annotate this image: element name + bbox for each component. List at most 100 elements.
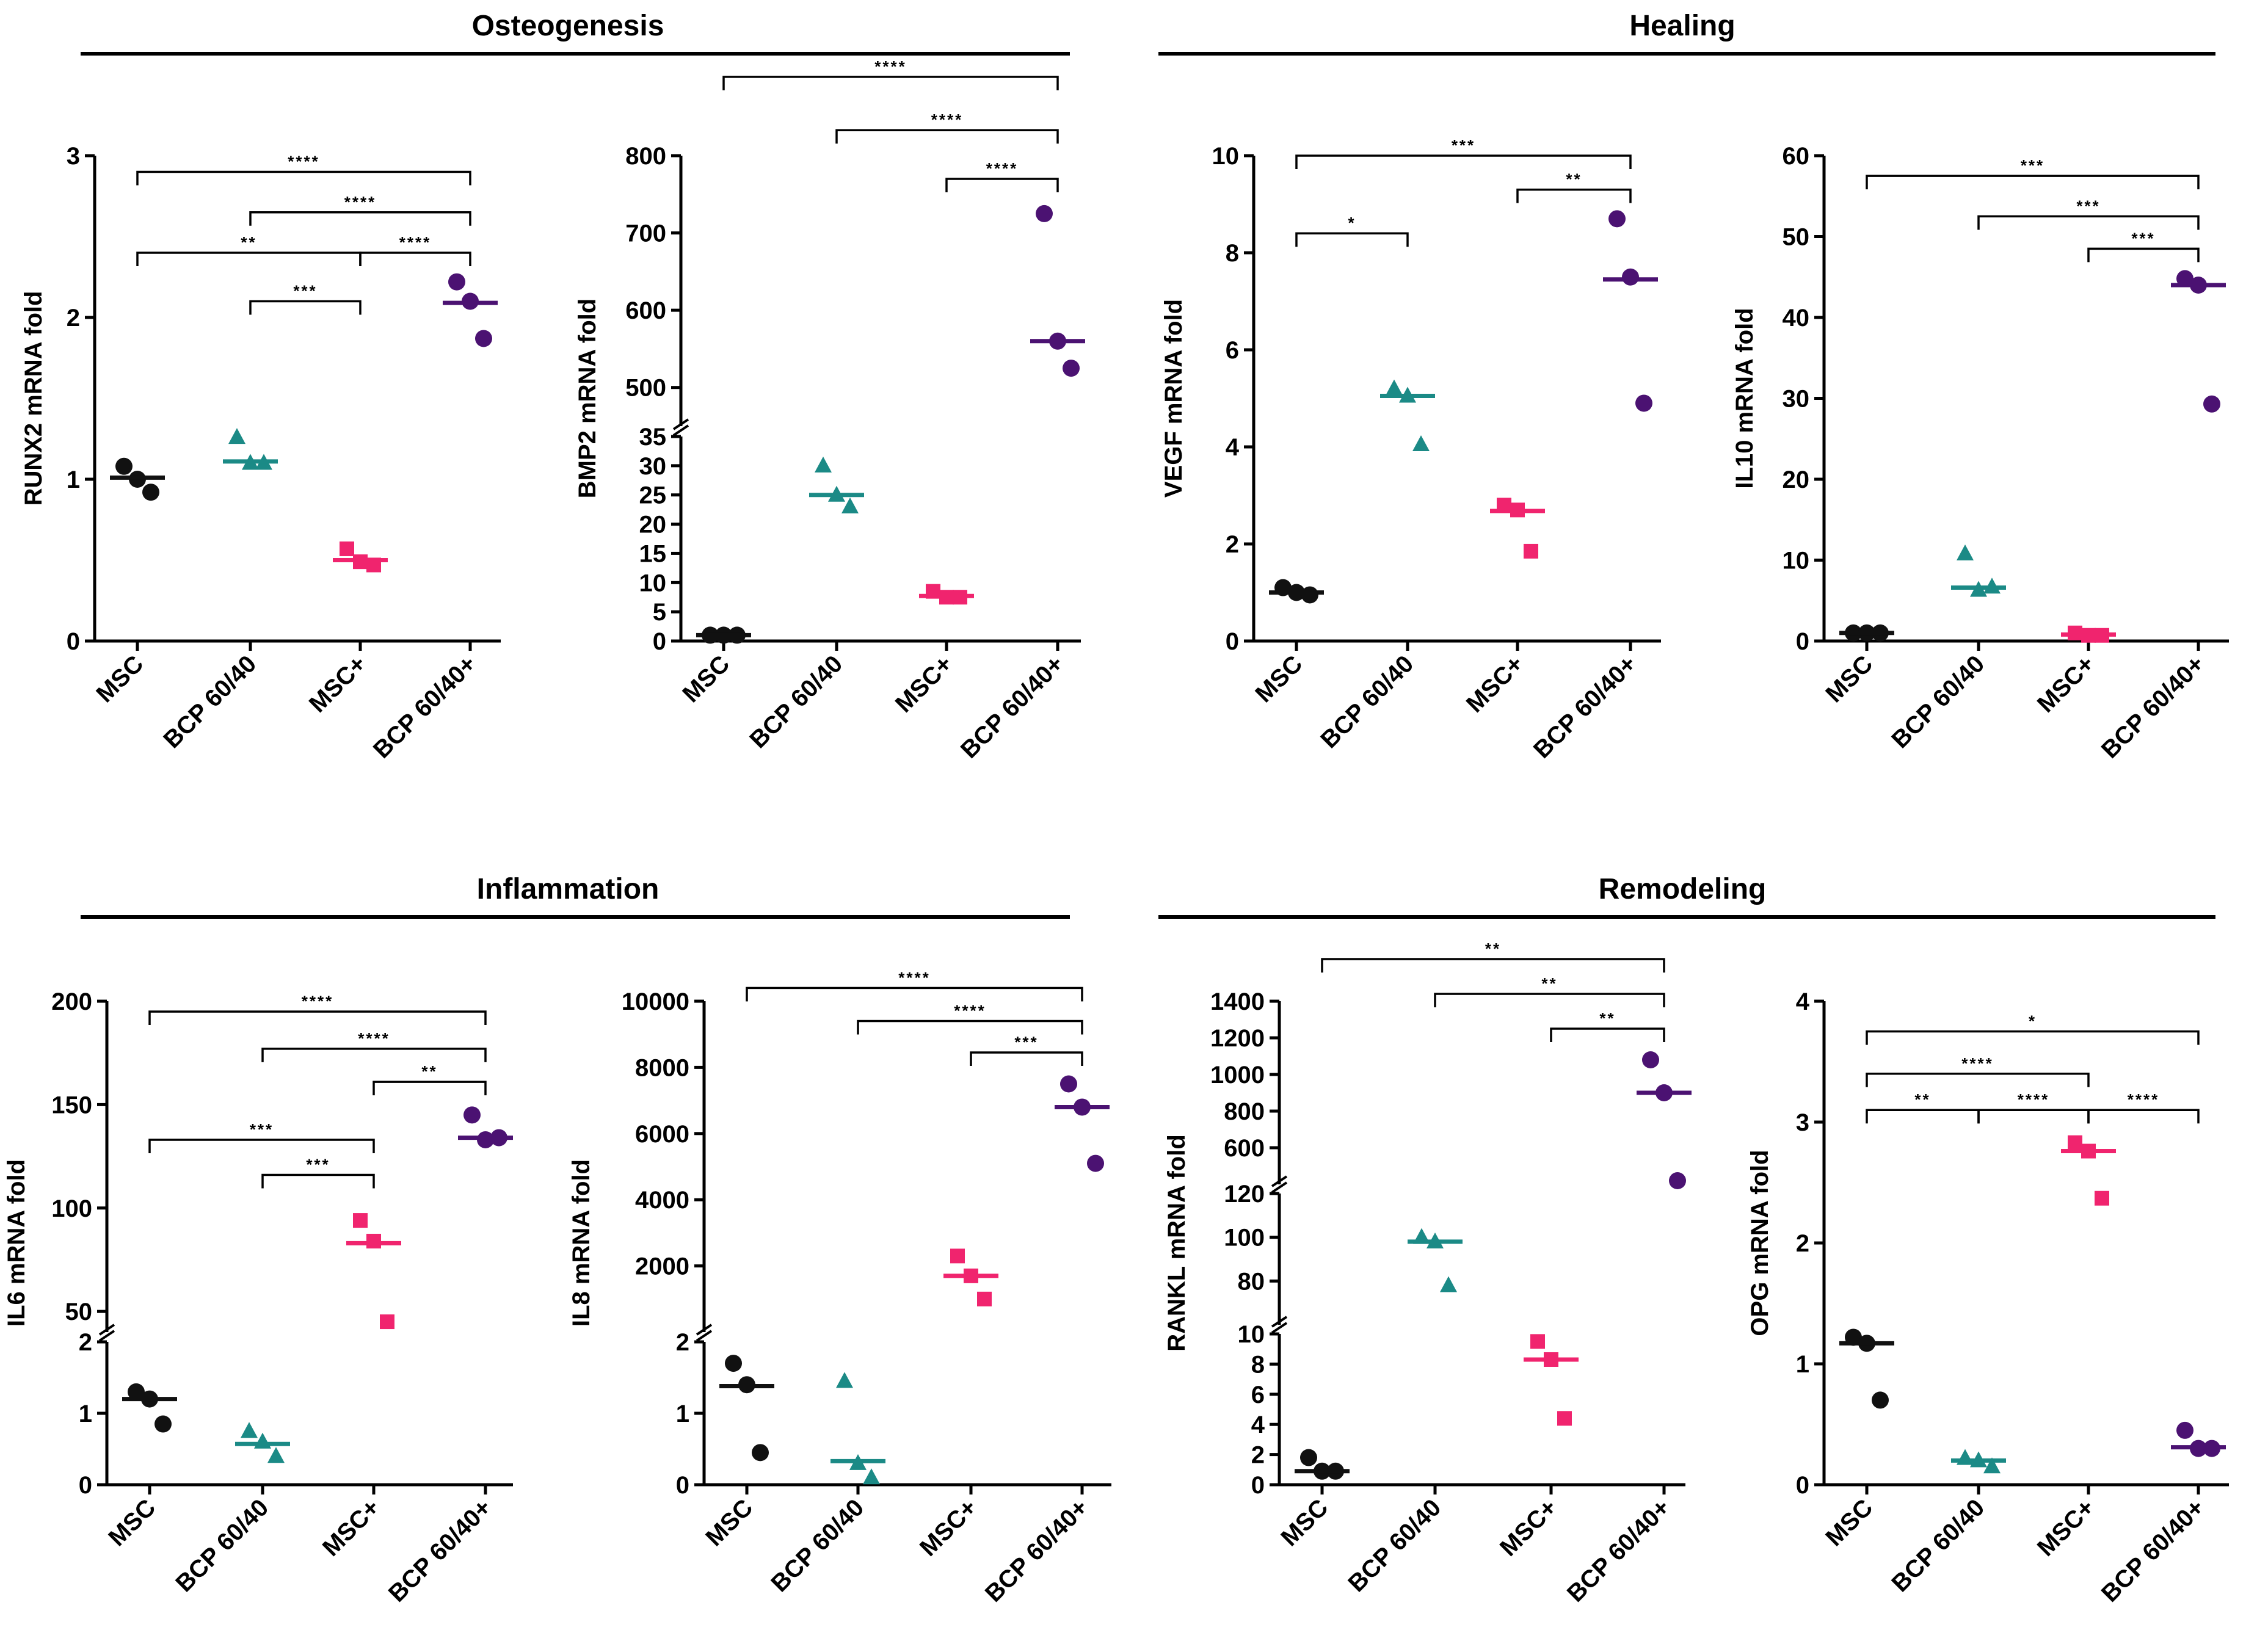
vegf-data-point: [1635, 394, 1652, 412]
il10-data-point: [2203, 395, 2220, 413]
rankl-y-tick-label: 0: [1251, 1472, 1265, 1499]
il6-significance-bracket: [261, 1048, 487, 1062]
il10-y-tick-label: 10: [1783, 548, 1810, 574]
il10-significance-bracket: [2087, 247, 2200, 263]
bmp2-significance-label: ****: [986, 159, 1018, 178]
section-remodeling: Remodeling: [1158, 873, 2215, 919]
il6-y-tick-label: 1: [79, 1400, 92, 1427]
opg-category-label: BCP 60/40: [1886, 1494, 1990, 1597]
il8-data-point: [725, 1355, 742, 1372]
runx2-y-tick-label: 3: [67, 143, 80, 170]
bmp2-y-tick-label: 35: [639, 424, 667, 451]
opg-y-tick-label: 2: [1796, 1230, 1809, 1257]
vegf-y-axis-label: VEGF mRNA fold: [1160, 299, 1187, 498]
vegf-y-tick-label: 8: [1226, 240, 1239, 267]
opg-y-axis-label: OPG mRNA fold: [1746, 1150, 1773, 1336]
bmp2-y-tick-label: 500: [625, 375, 666, 402]
rankl-data-point: [1300, 1449, 1317, 1466]
vegf-significance-label: ***: [1452, 136, 1475, 154]
runx2-significance-label: ****: [344, 193, 376, 211]
il8-y-tick-label: 8000: [635, 1054, 689, 1081]
il8-category-label: MSC: [700, 1494, 758, 1551]
bmp2-axis-break-mark: [672, 424, 689, 437]
bmp2-significance-label: ****: [931, 110, 963, 129]
runx2-category-label: MSC+: [304, 650, 371, 717]
il8-data-point: [863, 1468, 880, 1485]
vegf-category-label: BCP 60/40+: [1528, 650, 1641, 763]
chart-panel-vegf: 0 2 4 6 8 10 MSC BCP 60/40 MSC+ BCP 60/40+ VEGF mR…: [1160, 136, 1661, 764]
rankl-y-tick-label: 10: [1238, 1321, 1265, 1348]
il10-significance-label: ***: [2131, 229, 2155, 247]
opg-significance-label: ****: [1961, 1054, 1993, 1073]
runx2-y-tick-label: 0: [67, 628, 80, 655]
bmp2-y-axis-label: BMP2 mRNA fold: [574, 299, 601, 498]
opg-y-tick-label: 1: [1796, 1351, 1809, 1378]
opg-significance-bracket: [2087, 1109, 2200, 1124]
rankl-significance-label: **: [1599, 1009, 1615, 1027]
bmp2-significance-bracket: [945, 178, 1059, 192]
bmp2-y-tick-label: 700: [625, 220, 666, 247]
chart-panel-runx2: 0 1 2 3 MSC BCP 60/40 MSC+BCP 60/40+ RUNX2 mRNA…: [20, 143, 501, 764]
il10-significance-label: ***: [2076, 197, 2100, 215]
runx2-data-point: [142, 484, 159, 501]
opg-significance-label: ****: [2018, 1090, 2049, 1109]
runx2-category-label: MSC: [91, 650, 148, 708]
opg-data-point: [1872, 1391, 1889, 1409]
il6-category-label: BCP 60/40+: [383, 1494, 496, 1607]
vegf-data-point: [1608, 210, 1626, 228]
runx2-data-point: [228, 428, 245, 444]
il6-data-point: [241, 1422, 258, 1438]
il10-y-tick-label: 30: [1783, 386, 1810, 413]
rankl-axis-break-mark: [1271, 1181, 1288, 1194]
opg-data-point: [1983, 1457, 2001, 1474]
il8-data-point: [752, 1444, 769, 1462]
rankl-y-tick-label: 4: [1251, 1411, 1265, 1438]
opg-significance-label: ****: [2128, 1090, 2159, 1109]
il6-significance-label: ***: [250, 1120, 274, 1139]
il6-category-label: MSC+: [318, 1494, 385, 1561]
il8-data-point: [1087, 1154, 1104, 1172]
rankl-y-axis-label: RANKL mRNA fold: [1163, 1134, 1190, 1352]
opg-significance-bracket: [1866, 1073, 2090, 1087]
il6-significance-label: ****: [302, 992, 333, 1010]
rankl-data-point: [1530, 1334, 1545, 1349]
vegf-data-point: [1386, 379, 1403, 396]
il6-data-point: [353, 1213, 368, 1228]
il6-significance-bracket: [261, 1173, 375, 1189]
vegf-category-label: MSC+: [1461, 650, 1528, 717]
runx2-y-axis-label: RUNX2 mRNA fold: [20, 291, 47, 506]
bmp2-y-tick-label: 5: [653, 599, 666, 626]
runx2-y-tick-label: 2: [67, 305, 80, 331]
il6-significance-bracket: [148, 1139, 375, 1153]
il8-data-point: [977, 1291, 992, 1306]
il6-y-axis-label: IL6 mRNA fold: [3, 1159, 30, 1327]
il10-significance-label: ***: [2021, 156, 2044, 175]
il10-data-point: [2176, 270, 2193, 288]
bmp2-y-tick-label: 15: [639, 540, 667, 567]
runx2-significance-bracket: [249, 300, 362, 315]
runx2-category-label: BCP 60/40: [158, 650, 261, 753]
il10-significance-bracket: [1977, 215, 2200, 230]
il8-y-tick-label: 0: [676, 1472, 689, 1499]
runx2-significance-label: **: [241, 233, 256, 252]
section-inflammation: Inflammation: [81, 873, 1070, 919]
il8-y-tick-label: 1: [676, 1400, 689, 1427]
rankl-data-point: [1440, 1276, 1457, 1292]
il8-significance-bracket: [857, 1020, 1083, 1035]
section-title-remodeling: Remodeling: [1599, 873, 1767, 905]
rankl-axis-break-mark: [1271, 1322, 1288, 1334]
vegf-significance-bracket: [1295, 154, 1632, 169]
chart-panel-il6: 0 1 2 50 100 150 200 MSC BCP 60/40 MSC+BCP 60/40+…: [3, 988, 513, 1607]
bmp2-y-tick-label: 10: [639, 570, 667, 596]
il8-significance-bracket: [970, 1051, 1083, 1067]
il8-significance-label: ***: [1014, 1033, 1038, 1051]
opg-data-point: [2068, 1135, 2082, 1150]
section-title-healing: Healing: [1629, 10, 1735, 42]
il6-y-tick-label: 50: [65, 1299, 93, 1325]
vegf-significance-label: **: [1566, 170, 1582, 189]
il6-significance-label: **: [421, 1062, 437, 1081]
vegf-y-tick-label: 2: [1226, 531, 1239, 558]
bmp2-y-tick-label: 30: [639, 453, 667, 480]
rankl-y-tick-label: 100: [1224, 1225, 1265, 1252]
